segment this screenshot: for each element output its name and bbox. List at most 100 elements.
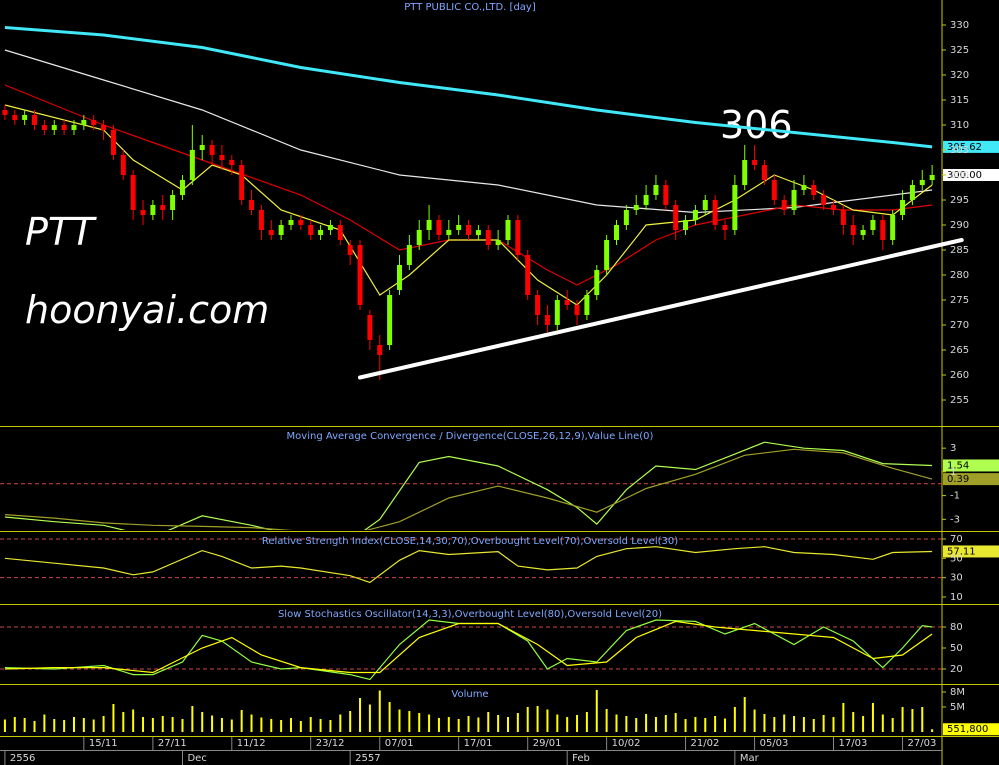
candle-body [811, 185, 817, 195]
volume-bar [635, 718, 638, 732]
y-tick-label: 255 [950, 395, 969, 406]
volume-bar [674, 713, 677, 732]
last-value-label: 551,800 [947, 724, 988, 735]
volume-bar [398, 709, 401, 732]
candle-body [2, 110, 8, 115]
candle-body [712, 200, 718, 225]
volume-bar [122, 712, 125, 732]
volume-bar [171, 717, 174, 732]
x-tick-label: 17/01 [464, 738, 493, 749]
y-tick-label: 70 [950, 534, 963, 545]
panel-title: Moving Average Convergence / Divergence(… [287, 431, 654, 442]
volume-bar [605, 709, 608, 732]
volume-bar [516, 713, 519, 732]
candle-body [239, 165, 245, 200]
last-value-label: 305.62 [947, 142, 982, 153]
candle-body [830, 205, 836, 210]
volume-bar [556, 714, 559, 732]
x-tick-label: 29/01 [533, 738, 562, 749]
candle-body [199, 145, 205, 150]
candle-body [880, 220, 886, 240]
candle-body [140, 210, 146, 215]
volume-bar [625, 716, 628, 732]
volume-bar [240, 710, 243, 732]
candle-body [308, 225, 314, 235]
volume-bar [783, 714, 786, 732]
candle-body [643, 195, 649, 205]
volume-bar [753, 709, 756, 732]
volume-bar [615, 714, 618, 732]
volume-bar [921, 707, 924, 732]
indicator-line [4, 26, 933, 149]
candle-body [32, 115, 38, 125]
y-tick-label: 260 [950, 370, 969, 381]
candle-body [446, 230, 452, 235]
y-tick-label: 30 [950, 573, 963, 584]
candle-body [683, 220, 689, 230]
candle-body [130, 175, 136, 210]
candle-body [189, 150, 195, 180]
volume-bar [467, 716, 470, 732]
volume-bar [132, 709, 135, 732]
indicator-line [4, 84, 933, 286]
y-tick-label: 280 [950, 270, 969, 281]
candle-body [584, 295, 590, 315]
volume-bar [437, 718, 440, 732]
x-tick-label: 15/11 [89, 738, 118, 749]
candle-body [288, 220, 294, 225]
volume-bar [142, 717, 145, 732]
month-tick-label: 2557 [355, 753, 380, 764]
candle-body [278, 225, 284, 235]
volume-bar [664, 715, 667, 732]
volume-bar [309, 717, 312, 732]
volume-bar [457, 719, 460, 732]
y-tick-label: 1 [950, 467, 956, 478]
volume-bar [53, 719, 56, 732]
volume-bar [911, 709, 914, 732]
candle-body [929, 175, 935, 180]
candle-body [150, 205, 156, 215]
x-tick-label: 05/03 [760, 738, 789, 749]
volume-bar [230, 719, 233, 732]
candle-body [594, 270, 600, 295]
panel-title: Slow Stochastics Oscillator(14,3,3),Over… [278, 609, 662, 620]
y-tick-label: 8M [950, 687, 965, 698]
candle-body [732, 185, 738, 230]
candle-body [900, 200, 906, 215]
volume-bar [743, 697, 746, 732]
volume-bar [723, 718, 726, 732]
candle-body [495, 240, 501, 245]
candle-body [919, 180, 925, 185]
panel [0, 538, 942, 584]
candle-body [544, 315, 550, 325]
candle-body [801, 185, 807, 190]
candle-body [41, 125, 47, 130]
volume-bar [250, 714, 253, 732]
panel-title: Relative Strength Index(CLOSE,14,30,70),… [262, 536, 678, 547]
indicator-line [4, 620, 933, 674]
volume-bar [339, 714, 342, 732]
y-tick-label: -1 [950, 491, 960, 502]
volume-bar [901, 707, 904, 732]
candle-body [623, 210, 629, 225]
candle-body [604, 240, 610, 270]
volume-bar [773, 717, 776, 732]
y-tick-label: 80 [950, 622, 963, 633]
panel [2, 26, 935, 380]
candle-body [761, 165, 767, 180]
value-labels: 57.11 [943, 545, 999, 558]
candle-body [406, 245, 412, 265]
candle-body [110, 130, 116, 155]
candle-body [870, 220, 876, 230]
panel-title: Volume [451, 689, 488, 700]
volume-bar [931, 729, 934, 732]
panel [3, 690, 934, 732]
volume-bar [645, 714, 648, 732]
volume-bar [862, 716, 865, 732]
volume-bar [359, 698, 362, 732]
volume-bar [714, 716, 717, 732]
y-tick-label: 285 [950, 245, 969, 256]
candle-body [91, 120, 97, 125]
candle-body [51, 125, 57, 130]
candle-body [771, 180, 777, 200]
